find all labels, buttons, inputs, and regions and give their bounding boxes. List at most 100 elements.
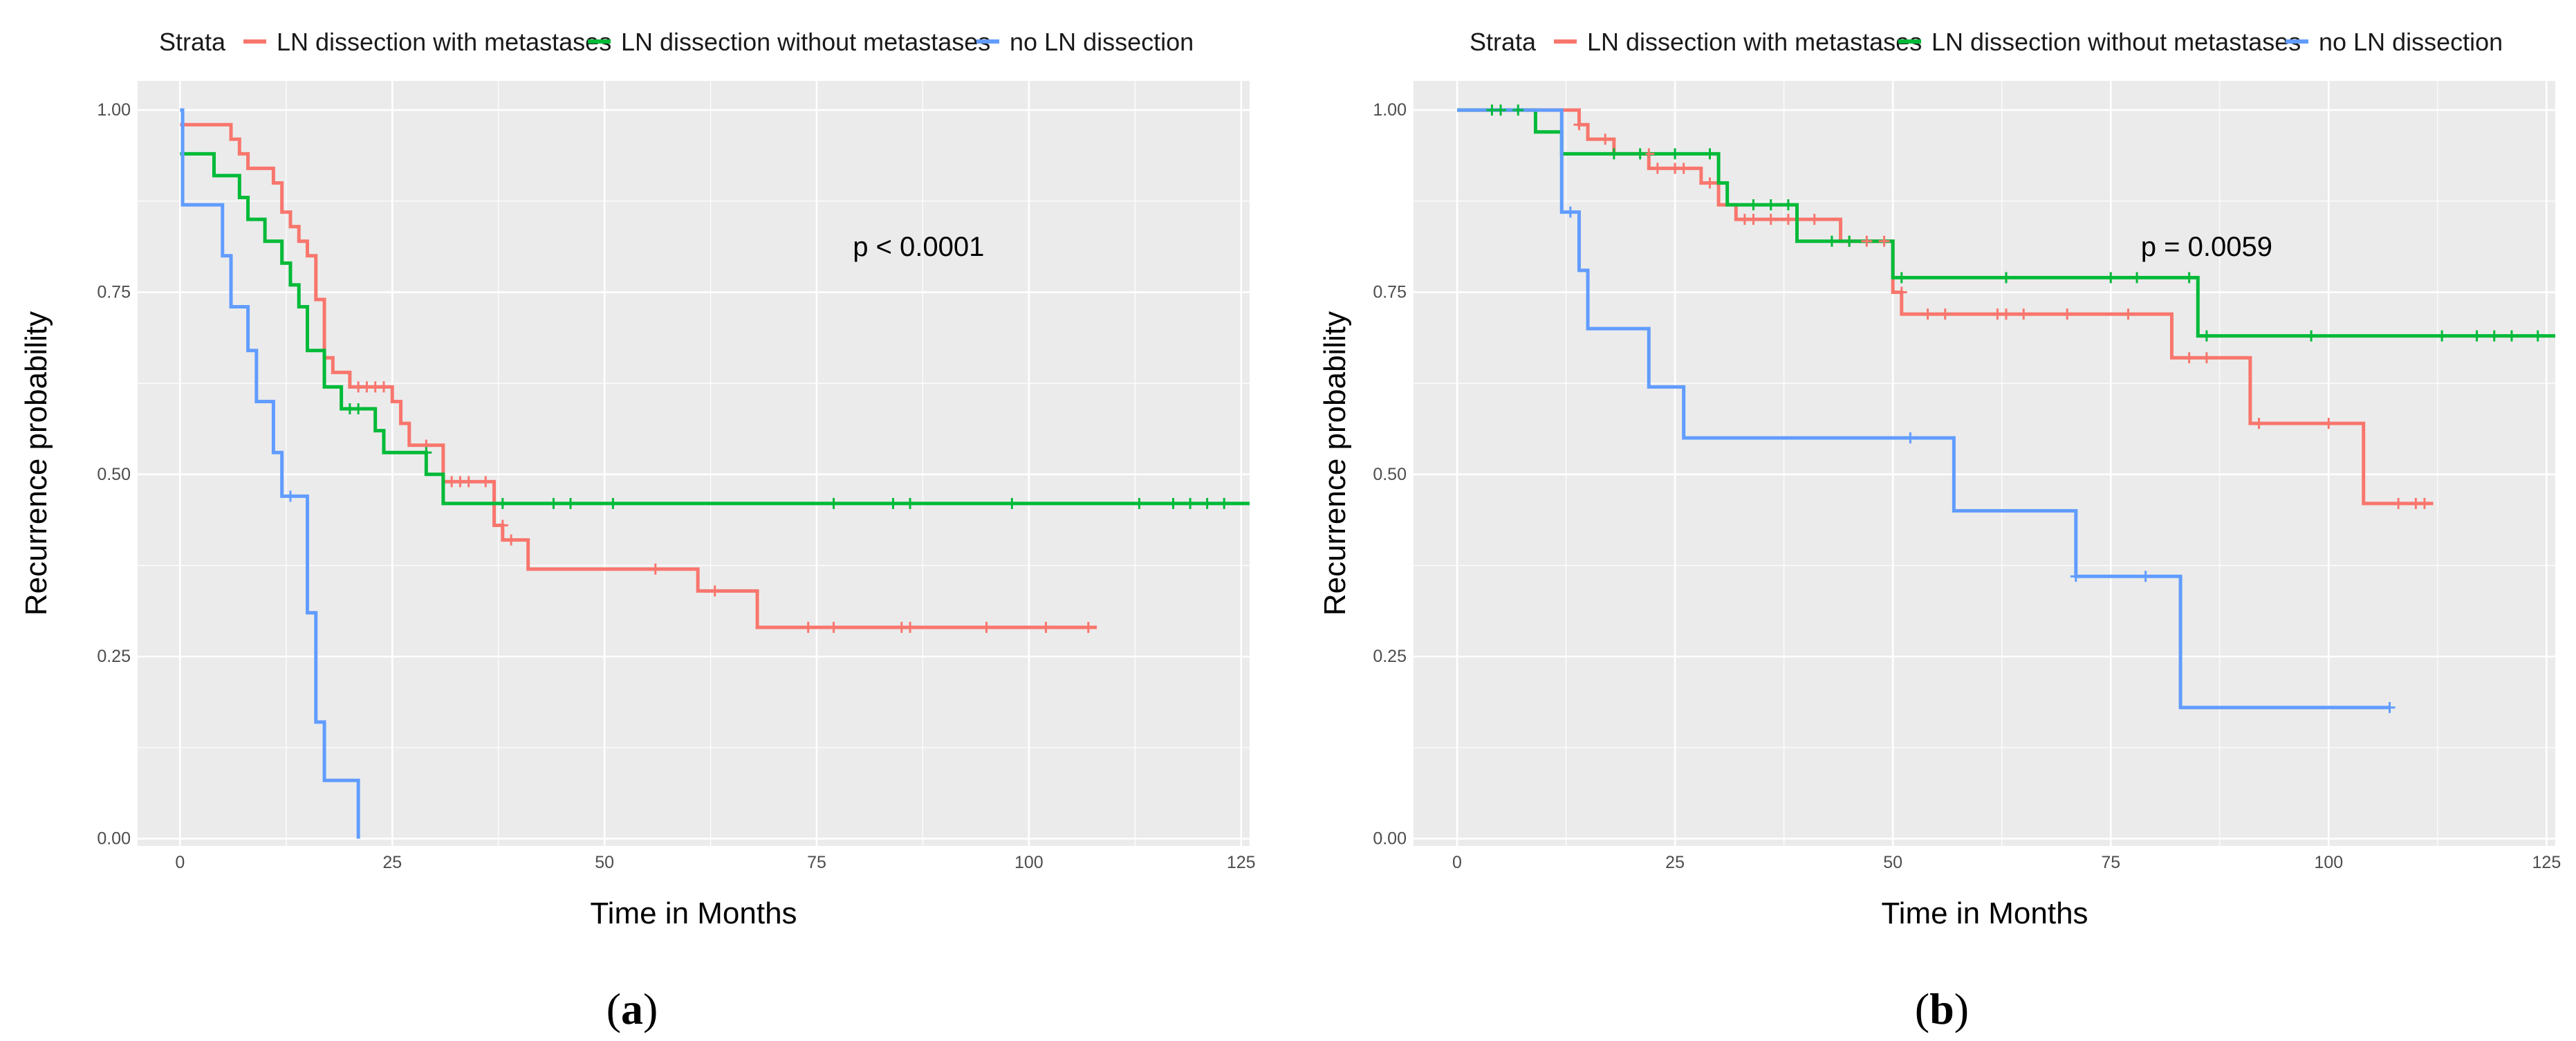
censor-mark (480, 476, 492, 488)
legend-b: Strata LN dissection with metastases LN … (1470, 28, 2503, 56)
censor-mark (1564, 206, 1576, 218)
y-tick-label: 0.25 (1373, 647, 1407, 666)
censor-marks (1486, 104, 2543, 713)
censor-mark (1133, 497, 1145, 509)
km-curve-no-dissection (1457, 108, 2390, 710)
censor-mark (828, 622, 840, 633)
censor-mark (1082, 622, 1094, 633)
censor-mark (1922, 308, 1934, 320)
censor-mark (1512, 104, 1524, 116)
censor-mark (607, 497, 619, 509)
x-tick-label: 25 (1665, 853, 1685, 872)
x-tick-label: 0 (1452, 853, 1462, 872)
censor-mark (2070, 571, 2082, 582)
x-tick-label: 100 (2314, 853, 2343, 872)
censor-mark (2018, 308, 2030, 320)
censor-mark (1878, 235, 1890, 247)
censor-mark (1669, 148, 1681, 160)
legend-label-no-dissection: no LN dissection (2319, 28, 2503, 56)
y-tick-label: 1.00 (97, 100, 131, 120)
censor-mark (1040, 622, 1052, 633)
y-tick-labels: 0.00 0.25 0.50 0.75 1.00 (97, 100, 131, 848)
legend-label-with-metastases: LN dissection with metastases (1587, 28, 1922, 56)
censor-mark (2418, 497, 2430, 509)
y-tick-label: 0.75 (97, 282, 131, 302)
censor-mark (2532, 330, 2543, 342)
censor-mark (1651, 163, 1663, 174)
censor-mark (284, 490, 296, 502)
censor-mark (1939, 308, 1951, 320)
censor-mark (1573, 119, 1585, 131)
y-tick-labels: 0.00 0.25 0.50 0.75 1.00 (1373, 100, 1407, 848)
censor-mark (1808, 214, 1820, 225)
panel-label-b: (b) (1915, 984, 1969, 1033)
censor-mark (905, 497, 916, 509)
censor-mark (2061, 308, 2073, 320)
y-tick-label: 0.00 (1373, 829, 1407, 848)
legend-key-with-metastases: LN dissection with metastases (243, 28, 611, 56)
y-axis-title: Recurrence probability (19, 311, 53, 616)
censor-mark (2183, 272, 2195, 284)
km-curve-without-metastases (180, 151, 1250, 506)
censor-mark (548, 497, 559, 509)
censor-mark (1704, 177, 1716, 189)
censor-mark (1844, 235, 1855, 247)
x-tick-label: 50 (595, 853, 614, 872)
censor-mark (463, 476, 474, 488)
series-lines (180, 108, 1250, 839)
censor-mark (2393, 497, 2404, 509)
censor-mark (2505, 330, 2517, 342)
censor-mark (2200, 352, 2212, 364)
censor-mark (1167, 497, 1179, 509)
censor-mark (2471, 330, 2483, 342)
legend-key-without-metastases: LN dissection without metastases (588, 28, 990, 56)
censor-mark (1782, 214, 1794, 225)
x-tick-label: 75 (2101, 853, 2120, 872)
censor-mark (1678, 163, 1689, 174)
panel-a: Strata LN dissection with metastases LN … (19, 28, 1256, 1033)
censor-mark (420, 447, 432, 459)
legend-label-without-metastases: LN dissection without metastases (621, 28, 990, 56)
censor-mark (1634, 148, 1646, 160)
x-tick-label: 75 (807, 853, 826, 872)
panel-background (138, 81, 1250, 846)
y-tick-label: 0.50 (97, 465, 131, 484)
legend-label-no-dissection: no LN dissection (1010, 28, 1194, 56)
censor-mark (2323, 418, 2335, 430)
censor-mark (1782, 199, 1794, 211)
legend-label-with-metastases: LN dissection with metastases (277, 28, 611, 56)
y-axis-title: Recurrence probability (1318, 311, 1352, 616)
legend-label-without-metastases: LN dissection without metastases (1931, 28, 2301, 56)
km-curve-no-dissection (180, 108, 360, 839)
censor-mark (2200, 330, 2212, 342)
censor-mark (378, 381, 389, 393)
censor-mark (1185, 497, 1196, 509)
censor-mark (2488, 330, 2500, 342)
x-tick-label: 25 (382, 853, 402, 872)
censor-mark (2253, 418, 2265, 430)
censor-mark (802, 622, 814, 633)
censor-mark (2131, 272, 2143, 284)
legend-key-no-dissection: no LN dissection (976, 28, 1194, 56)
censor-mark (1704, 148, 1716, 160)
censor-mark (887, 497, 899, 509)
legend-a: Strata LN dissection with metastases LN … (159, 28, 1194, 56)
legend-title: Strata (1470, 28, 1537, 56)
censor-mark (1600, 133, 1611, 145)
censor-mark (2306, 330, 2317, 342)
censor-mark (1006, 497, 1018, 509)
panel-label-a: (a) (606, 984, 658, 1033)
censor-mark (1826, 235, 1837, 247)
plot-area-b: 0 25 50 75 100 125 0.00 0.25 0.50 0.75 1.00 p = 0… (1373, 81, 2561, 872)
censor-mark (497, 519, 508, 531)
censor-mark (709, 585, 721, 597)
censor-mark (2436, 330, 2448, 342)
censor-mark (2105, 272, 2117, 284)
censor-mark (2140, 571, 2151, 582)
censor-mark (1748, 199, 1759, 211)
km-curve-with-metastases (180, 122, 1097, 629)
km-curve-without-metastases (1457, 108, 2555, 338)
censor-mark (1748, 214, 1759, 225)
y-tick-label: 0.50 (1373, 465, 1407, 484)
